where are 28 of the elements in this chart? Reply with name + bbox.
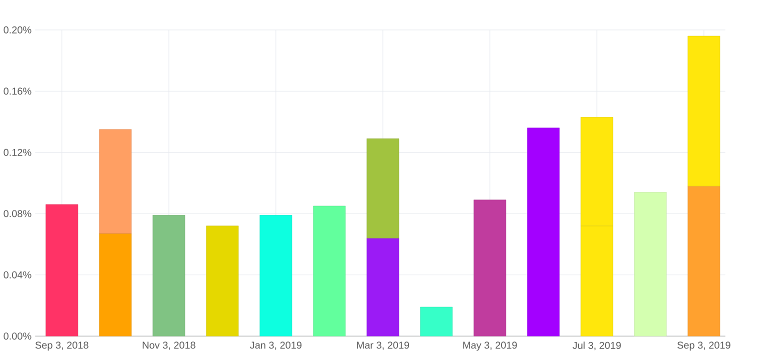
y-tick-label: 0.16%: [4, 88, 32, 95]
bar: [527, 128, 560, 336]
y-tick-label: 0.20%: [4, 26, 32, 34]
bar: [313, 206, 346, 336]
bar: [688, 36, 720, 186]
y-tick-label: 0.12%: [4, 148, 32, 156]
bar: [206, 226, 239, 336]
bar: [260, 214, 292, 336]
y-tick-label: 0.00%: [4, 332, 32, 340]
bar: [366, 138, 400, 238]
x-tick-label: Sep 3, 2018: [35, 342, 88, 351]
bar: [99, 129, 132, 234]
bar: [474, 200, 506, 336]
y-tick-label: 0.04%: [4, 271, 32, 278]
bar: [99, 233, 132, 336]
x-tick-label: May 3, 2019: [463, 342, 517, 351]
x-tick-label: Sep 3, 2019: [677, 342, 730, 351]
x-tick-label: Jul 3, 2019: [572, 342, 621, 350]
bar: [152, 214, 186, 336]
bar: [46, 204, 78, 336]
bar: [634, 192, 667, 336]
x-tick-label: Nov 3, 2018: [142, 342, 196, 350]
bar: [688, 186, 720, 336]
x-tick-label: Mar 3, 2019: [357, 342, 410, 350]
x-tick-label: Jan 3, 2019: [250, 342, 302, 350]
bar: [420, 306, 453, 336]
y-tick-label: 0.08%: [4, 210, 32, 218]
bar: [366, 238, 400, 336]
